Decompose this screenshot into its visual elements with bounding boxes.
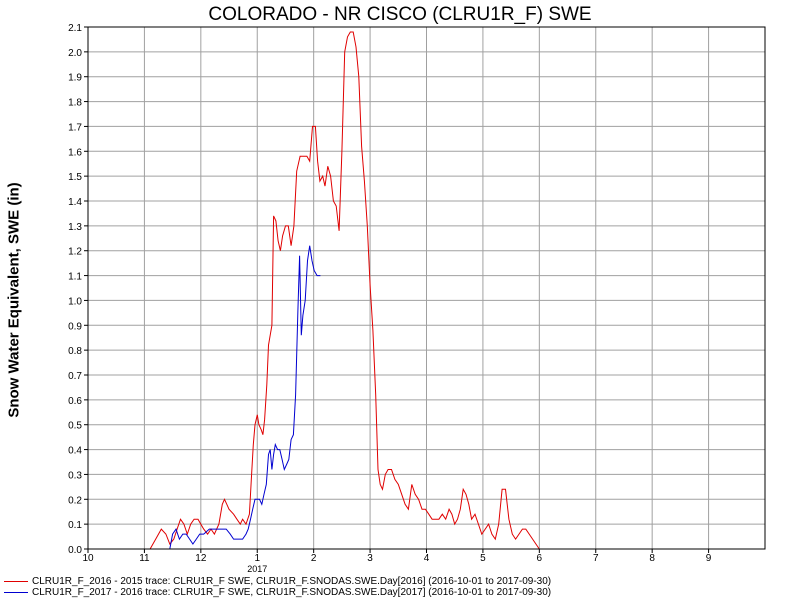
x-tick-label: 7	[593, 553, 599, 564]
y-tick-label: 0.6	[68, 396, 82, 407]
x-tick-label: 10	[82, 553, 94, 564]
y-tick-label: 1.3	[68, 222, 82, 233]
series-line-2016	[149, 31, 540, 550]
y-tick-label: 1.8	[68, 98, 82, 109]
y-tick-label: 1.4	[68, 197, 82, 208]
x-tick-label: 11	[139, 553, 150, 564]
legend-swatch-blue	[4, 591, 28, 593]
y-tick-label: 1.6	[68, 147, 82, 158]
x-tick-label: 4	[424, 553, 430, 564]
plot-frame	[87, 26, 766, 550]
y-tick-label: 0.5	[68, 421, 82, 432]
x-tick-label: 5	[480, 553, 486, 564]
x-tick-label: 2	[311, 553, 317, 564]
legend-label: CLRU1R_F_2017 - 2016 trace: CLRU1R_F SWE…	[32, 587, 552, 598]
axes	[84, 26, 766, 553]
y-tick-label: 1.0	[68, 296, 82, 307]
y-tick-labels: 0.0 0.1 0.2 0.3 0.4 0.5 0.6 0.7 0.8 0.9 1.0 1.1 1.2 1…	[68, 23, 82, 556]
y-tick-label: 0.4	[68, 446, 82, 457]
x-year-label: 2017	[247, 564, 267, 574]
series-layer	[149, 31, 540, 550]
y-tick-label: 0.7	[68, 371, 82, 382]
y-tick-label: 1.7	[68, 122, 82, 133]
y-tick-label: 1.5	[68, 172, 82, 183]
y-tick-label: 1.2	[68, 247, 82, 258]
y-tick-label: 2.0	[68, 48, 82, 59]
y-tick-label: 2.1	[68, 23, 82, 34]
y-tick-label: 0.8	[68, 346, 82, 357]
y-tick-label: 0.1	[68, 520, 82, 531]
x-tick-label: 6	[537, 553, 543, 564]
legend-swatch-red	[4, 580, 28, 582]
y-tick-label: 0.2	[68, 495, 82, 506]
y-tick-label: 1.9	[68, 73, 82, 84]
y-tick-label: 0.3	[68, 470, 82, 481]
legend-label: CLRU1R_F_2016 - 2015 trace: CLRU1R_F SWE…	[32, 576, 552, 587]
x-tick-label: 12	[195, 553, 207, 564]
x-tick-label: 1	[254, 553, 260, 564]
y-tick-label: 1.1	[68, 272, 82, 283]
legend-entry-2016: CLRU1R_F_2016 - 2015 trace: CLRU1R_F SWE…	[4, 576, 551, 587]
x-tick-label: 8	[649, 553, 655, 564]
y-tick-label: 0.0	[68, 545, 82, 556]
chart-title: COLORADO - NR CISCO (CLRU1R_F) SWE	[208, 4, 592, 25]
series-line-2017	[169, 245, 321, 550]
legend-entry-2017: CLRU1R_F_2017 - 2016 trace: CLRU1R_F SWE…	[4, 587, 551, 598]
x-tick-label: 3	[367, 553, 373, 564]
grid-lines	[88, 26, 765, 549]
x-tick-label: 9	[706, 553, 712, 564]
y-tick-label: 0.9	[68, 321, 82, 332]
